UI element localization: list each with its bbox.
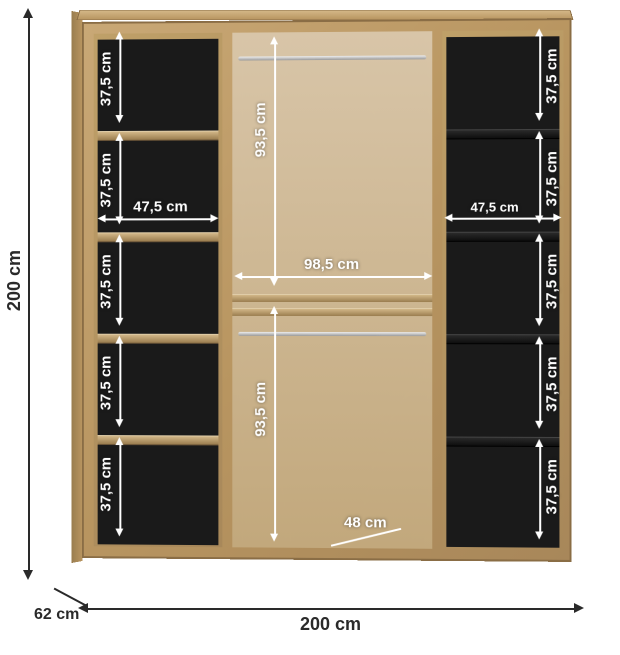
depth-dim-line [54, 588, 87, 607]
width-dim-arrow-right [574, 603, 584, 613]
left-h-label-3: 37,5 cm [98, 254, 115, 309]
a [535, 318, 543, 326]
a [115, 318, 123, 326]
mid-upper-h-label: 93,5 cm [252, 102, 269, 157]
left-h-arrow-1 [119, 38, 121, 118]
right-h-arrow-4 [539, 342, 541, 423]
a [535, 531, 543, 539]
left-h-label-1: 37,5 cm [98, 51, 115, 106]
a [535, 131, 543, 139]
middle-divider-shelf-2 [232, 308, 432, 316]
right-h-arrow-5 [539, 445, 541, 534]
left-h-arrow-3 [119, 240, 121, 320]
height-dim-label: 200 cm [4, 250, 25, 311]
left-h-arrow-2 [119, 139, 121, 219]
a [535, 336, 543, 344]
a [270, 534, 278, 542]
right-h-label-3: 37,5 cm [543, 254, 560, 309]
mid-depth-label: 48 cm [344, 514, 387, 531]
mid-w-label: 98,5 cm [304, 256, 359, 273]
lower-rod [238, 332, 426, 336]
a [444, 214, 452, 222]
left-w-arrow [104, 218, 213, 220]
right-h-arrow-3 [539, 240, 541, 321]
a [535, 421, 543, 429]
height-dim-line [28, 16, 30, 572]
middle-divider-shelf [232, 294, 432, 302]
a [115, 115, 123, 123]
a [270, 278, 278, 286]
wardrobe-side-panel [72, 11, 83, 563]
a [424, 272, 432, 280]
right-h-label-4: 37,5 cm [543, 356, 560, 411]
upper-rod [238, 55, 426, 60]
right-h-label-2: 37,5 cm [543, 151, 560, 206]
a [234, 272, 242, 280]
left-w-label: 47,5 cm [133, 198, 187, 215]
left-h-label-4: 37,5 cm [98, 356, 115, 411]
right-w-arrow [450, 218, 555, 220]
mid-w-arrow [240, 276, 426, 278]
a [535, 28, 543, 36]
left-h-label-2: 37,5 cm [98, 153, 115, 208]
height-dim-arrow-bottom [23, 570, 33, 580]
height-dim-arrow-top [23, 8, 33, 18]
depth-dim-label: 62 cm [34, 606, 79, 624]
right-h-arrow-1 [539, 34, 541, 115]
a [115, 336, 123, 344]
a [115, 419, 123, 427]
left-h-label-5: 37,5 cm [98, 457, 115, 512]
right-h-label-1: 37,5 cm [543, 48, 560, 104]
left-h-arrow-4 [119, 342, 121, 422]
right-h-arrow-2 [539, 137, 541, 218]
a [115, 234, 123, 242]
mid-lower-arrow [274, 312, 276, 536]
a [535, 439, 543, 447]
width-dim-line [86, 608, 576, 610]
right-w-label: 47,5 cm [471, 199, 519, 214]
wardrobe-scene: 37,5 cm 37,5 cm 37,5 cm 37,5 cm 37,5 cm … [60, 20, 590, 590]
a [115, 133, 123, 141]
width-dim-label: 200 cm [300, 614, 361, 635]
a [535, 234, 543, 242]
a [270, 306, 278, 314]
a [270, 36, 278, 44]
a [98, 214, 106, 222]
left-h-arrow-5 [119, 443, 121, 530]
a [553, 213, 561, 221]
a [535, 113, 543, 121]
a [115, 32, 123, 40]
mid-lower-h-label: 93,5 cm [252, 382, 269, 437]
wardrobe-body: 37,5 cm 37,5 cm 37,5 cm 37,5 cm 37,5 cm … [82, 18, 572, 562]
a [115, 529, 123, 537]
mid-upper-arrow [274, 42, 276, 280]
a [115, 437, 123, 445]
a [210, 214, 218, 222]
right-h-label-5: 37,5 cm [543, 459, 560, 515]
